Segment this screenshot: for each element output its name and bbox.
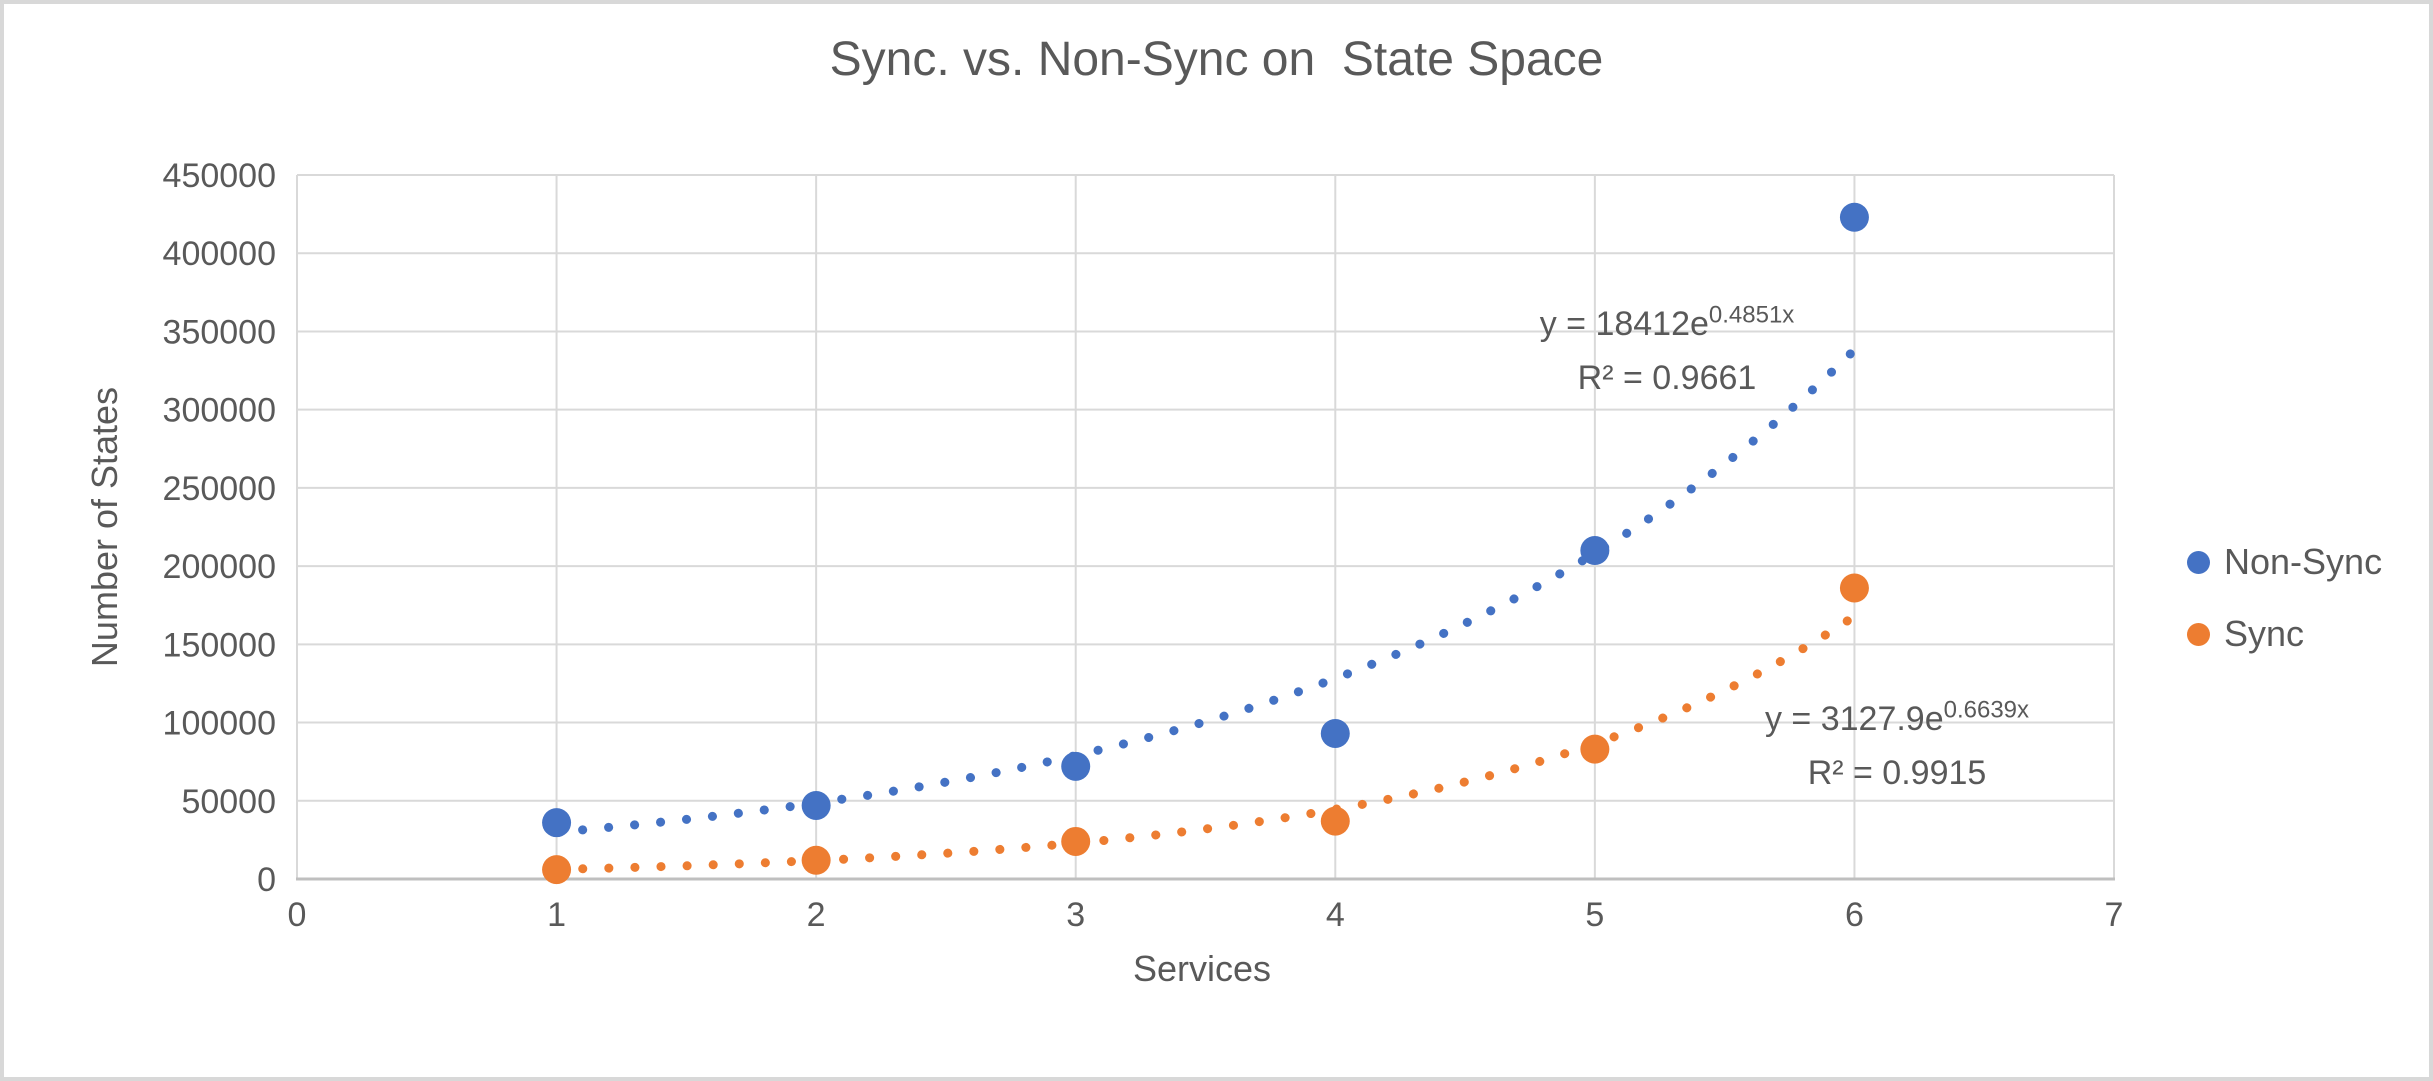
non-sync-trendline — [552, 345, 1859, 837]
sync-data-point — [801, 845, 831, 875]
sync-r-squared: R² = 0.9915 — [1807, 754, 1987, 792]
x-tick-label: 3 — [1066, 896, 1085, 934]
legend-item-sync: Sync — [2187, 613, 2382, 655]
sync-legend-marker-icon — [2187, 622, 2210, 646]
x-tick-label: 7 — [2105, 896, 2124, 934]
legend-label-sync: Sync — [2224, 613, 2305, 654]
non-sync-data-point — [1061, 751, 1091, 781]
non-sync-equation: y = 18412e0.4851x — [1539, 301, 1795, 343]
legend: Non-Sync Sync — [2187, 541, 2382, 655]
y-tick-label: 100000 — [163, 705, 276, 743]
sync-data-point — [1061, 826, 1091, 856]
non-sync-legend-marker-icon — [2187, 550, 2210, 574]
sync-data-point — [1320, 806, 1350, 836]
legend-label-non-sync: Non-Sync — [2224, 541, 2383, 582]
non-sync-data-point — [542, 808, 572, 838]
x-tick-label: 6 — [1845, 896, 1864, 934]
y-tick-label: 200000 — [163, 548, 276, 586]
non-sync-data-point — [1320, 719, 1350, 749]
sync-trendline — [552, 611, 1859, 874]
chart-plot-svg: 0500001000001500002000002500003000003500… — [163, 157, 2124, 934]
sync-equation-exponent: 0.6639x — [1943, 696, 2030, 724]
non-sync-equation-exponent: 0.4851x — [1708, 301, 1795, 329]
y-tick-label: 400000 — [163, 235, 276, 273]
sync-data-point — [1839, 573, 1869, 603]
x-tick-label: 4 — [1326, 896, 1345, 934]
y-tick-label: 50000 — [181, 783, 276, 821]
y-axis-title: Number of States — [84, 386, 125, 668]
sync-data-point — [542, 855, 572, 885]
x-tick-label: 0 — [288, 896, 307, 934]
y-tick-label: 350000 — [163, 313, 276, 351]
y-tick-label: 150000 — [163, 626, 276, 664]
y-tick-label: 450000 — [163, 157, 276, 195]
non-sync-data-point — [801, 790, 831, 820]
sync-data-point — [1580, 734, 1610, 764]
non-sync-r-squared: R² = 0.9661 — [1577, 359, 1757, 397]
y-tick-label: 300000 — [163, 392, 276, 430]
non-sync-trendline-annotation: y = 18412e0.4851x R² = 0.9661 — [1540, 297, 1795, 405]
x-tick-label: 2 — [807, 896, 826, 934]
legend-item-non-sync: Non-Sync — [2187, 541, 2382, 583]
sync-equation: y = 3127.9e0.6639x — [1764, 696, 2030, 738]
sync-trendline-annotation: y = 3127.9e0.6639x R² = 0.9915 — [1765, 692, 2029, 800]
non-sync-data-point — [1580, 535, 1610, 565]
x-tick-label: 1 — [547, 896, 566, 934]
x-axis-title: Services — [1132, 948, 1272, 989]
y-tick-label: 250000 — [163, 470, 276, 508]
y-tick-label: 0 — [257, 861, 276, 899]
chart-title: Sync. vs. Non-Sync on State Space — [829, 33, 1604, 86]
x-tick-label: 5 — [1585, 896, 1604, 934]
non-sync-data-point — [1839, 202, 1869, 232]
